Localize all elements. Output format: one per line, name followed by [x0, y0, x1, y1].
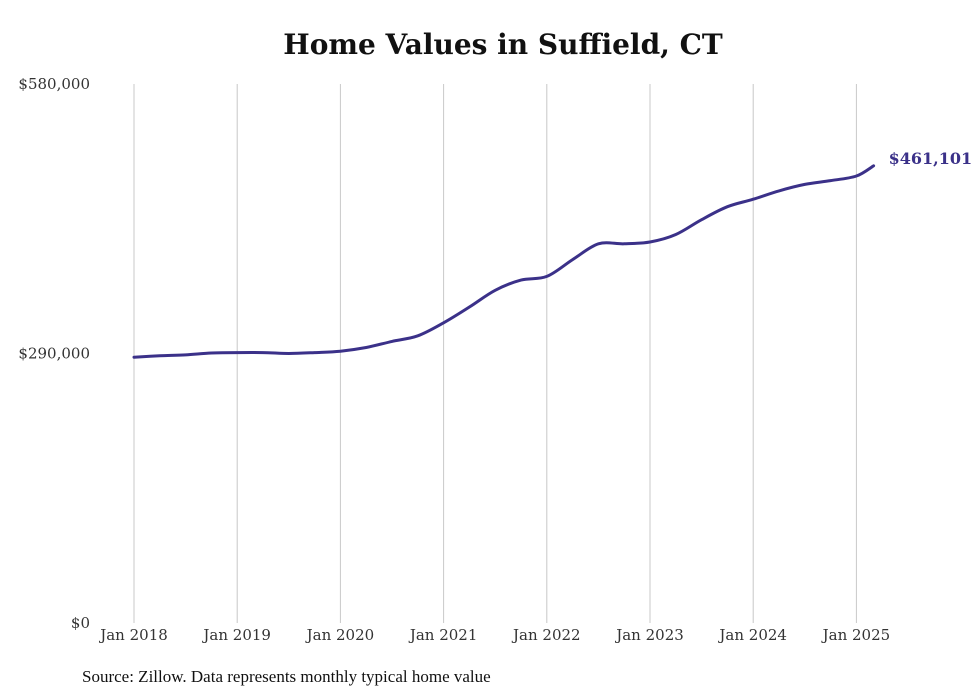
x-tick-label: Jan 2019: [201, 626, 271, 644]
y-tick-label: $0: [71, 614, 90, 632]
x-tick-label: Jan 2020: [305, 626, 375, 644]
chart-title: Home Values in Suffield, CT: [283, 28, 723, 61]
source-note: Source: Zillow. Data represents monthly …: [82, 667, 491, 686]
x-tick-label: Jan 2023: [614, 626, 684, 644]
end-value-label: $461,101: [889, 149, 973, 168]
y-axis-ticks: $0 $290,000 $580,000: [18, 75, 90, 632]
x-tick-label: Jan 2025: [821, 626, 891, 644]
x-axis-ticks: Jan 2018 Jan 2019 Jan 2020 Jan 2021 Jan 2022…: [98, 626, 890, 644]
y-tick-label: $290,000: [18, 345, 90, 363]
y-tick-label: $580,000: [18, 75, 90, 93]
x-tick-label: Jan 2022: [511, 626, 581, 644]
series-line: [132, 164, 876, 359]
x-tick-label: Jan 2021: [408, 626, 478, 644]
x-tick-label: Jan 2018: [98, 626, 168, 644]
x-tick-label: Jan 2024: [717, 626, 787, 644]
